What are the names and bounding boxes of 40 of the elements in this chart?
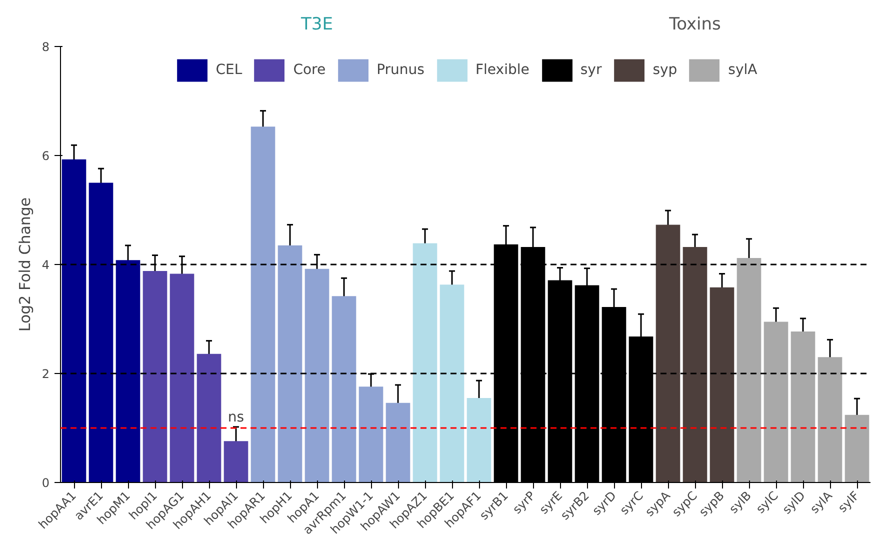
bar [62, 159, 86, 482]
bar [466, 398, 492, 482]
bar [710, 287, 734, 482]
legend-label: syr [580, 62, 602, 78]
bar [142, 271, 168, 482]
y-tick-label: 4 [42, 258, 50, 272]
bar [412, 243, 438, 482]
annotation: ns [228, 409, 244, 426]
bar [764, 322, 788, 482]
bar [656, 224, 680, 482]
y-tick-label: 8 [42, 40, 50, 54]
bar [224, 441, 248, 482]
bar [170, 274, 194, 482]
bar [358, 386, 384, 482]
bar [440, 284, 464, 482]
legend-label: CEL [216, 62, 242, 78]
y-axis-title: Log2 Fold Change [16, 197, 34, 332]
bar [844, 414, 870, 482]
legend-label: Core [293, 62, 326, 78]
legend-label: sylA [728, 62, 758, 78]
bar [736, 258, 762, 482]
bar [88, 182, 114, 482]
bar [818, 357, 842, 482]
bar [386, 402, 410, 482]
bar [196, 354, 222, 482]
legend-label: syp [652, 62, 678, 78]
bar [304, 268, 330, 482]
bar [682, 247, 708, 482]
bar [116, 260, 140, 482]
bar [790, 332, 816, 482]
y-tick-label: 6 [42, 149, 50, 163]
bar [278, 245, 302, 482]
legend-label: Flexible [475, 62, 530, 78]
bar [250, 126, 276, 482]
y-tick-label: 2 [42, 367, 50, 381]
y-tick-label: 0 [42, 476, 50, 490]
text: T3E [300, 14, 333, 35]
text: Toxins [668, 14, 722, 35]
legend-label: Prunus [376, 62, 424, 78]
bar [332, 296, 356, 482]
